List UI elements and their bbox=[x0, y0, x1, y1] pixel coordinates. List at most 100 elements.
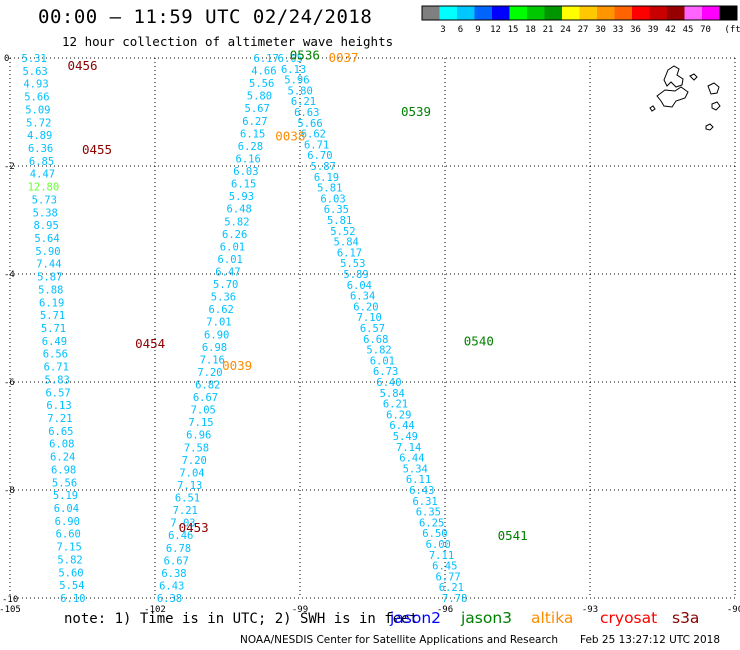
swh-value-label: 12.80 bbox=[28, 182, 60, 194]
swh-value-label: 6.98 bbox=[202, 342, 227, 354]
swh-value-label: 5.82 bbox=[366, 345, 391, 357]
swh-value-label: 6.44 bbox=[389, 420, 414, 432]
swh-value-label: 6.24 bbox=[50, 452, 75, 464]
swh-value-label: 7.20 bbox=[182, 455, 207, 467]
x-tick-label: -105 bbox=[0, 605, 21, 615]
x-tick-label: -90 bbox=[727, 605, 740, 615]
swh-value-label: 6.20 bbox=[353, 301, 378, 313]
swh-value-label: 6.45 bbox=[432, 561, 457, 573]
swh-value-label: 6.13 bbox=[46, 400, 71, 412]
swh-value-label: 6.27 bbox=[242, 116, 267, 128]
swh-value-label: 7.20 bbox=[197, 367, 222, 379]
colorbar-swatch bbox=[509, 6, 527, 20]
swh-value-label: 6.90 bbox=[204, 329, 229, 341]
swh-value-label: 6.40 bbox=[376, 377, 401, 389]
colorbar-tick-label: 21 bbox=[543, 25, 554, 35]
swh-value-label: 6.85 bbox=[29, 156, 54, 168]
legend-jason2: jason2 bbox=[390, 609, 442, 627]
colorbar-tick-label: 18 bbox=[525, 25, 536, 35]
swh-value-label: 5.72 bbox=[26, 117, 51, 129]
swh-value-label: 5.49 bbox=[393, 431, 418, 443]
swh-value-label: 7.16 bbox=[200, 354, 225, 366]
swh-value-label: 6.57 bbox=[360, 323, 385, 335]
swh-value-label: 4.89 bbox=[27, 130, 52, 142]
swh-value-label: 6.77 bbox=[435, 571, 460, 583]
colorbar-tick-label: 30 bbox=[595, 25, 606, 35]
colorbar-tick-label: 42 bbox=[665, 25, 676, 35]
colorbar-tick-label: 15 bbox=[508, 25, 519, 35]
swh-value-label: 5.81 bbox=[327, 215, 352, 227]
swh-value-label: 6.96 bbox=[186, 430, 211, 442]
swh-value-label: 6.28 bbox=[238, 141, 263, 153]
colorbar-swatch bbox=[597, 6, 615, 20]
swh-value-label: 5.66 bbox=[24, 92, 49, 104]
swh-value-label: 6.43 bbox=[409, 485, 434, 497]
colorbar-tick-label: 45 bbox=[683, 25, 694, 35]
swh-value-label: 5.96 bbox=[284, 75, 309, 87]
swh-value-label: 6.04 bbox=[54, 503, 79, 515]
swh-value-label: 5.31 bbox=[22, 53, 47, 65]
swh-value-label: 6.08 bbox=[49, 439, 74, 451]
swh-value-label: 6.73 bbox=[373, 366, 398, 378]
swh-value-label: 7.21 bbox=[47, 413, 72, 425]
swh-value-label: 5.82 bbox=[57, 554, 82, 566]
swh-value-label: 5.36 bbox=[211, 292, 236, 304]
swh-value-label: 6.35 bbox=[324, 204, 349, 216]
swh-value-label: 6.90 bbox=[55, 516, 80, 528]
swh-value-label: 5.80 bbox=[247, 91, 272, 103]
swh-value-label: 5.60 bbox=[58, 567, 83, 579]
swh-value-label: 7.14 bbox=[396, 442, 421, 454]
swh-value-label: 7.10 bbox=[357, 312, 382, 324]
swh-value-label: 5.52 bbox=[330, 226, 355, 238]
swh-value-label: 6.82 bbox=[195, 380, 220, 392]
time-label: 0455 bbox=[82, 142, 112, 157]
swh-value-label: 6.49 bbox=[42, 336, 67, 348]
x-tick-label: -102 bbox=[144, 605, 166, 615]
swh-value-label: 7.03 bbox=[170, 518, 195, 530]
swh-value-label: 5.87 bbox=[311, 161, 336, 173]
swh-value-label: 5.63 bbox=[22, 66, 47, 78]
colorbar-swatch bbox=[439, 6, 457, 20]
swh-value-label: 6.00 bbox=[426, 539, 451, 551]
time-label: 0454 bbox=[135, 336, 165, 351]
time-label: 0539 bbox=[401, 104, 431, 119]
swh-value-label: 5.83 bbox=[45, 374, 70, 386]
swh-value-label: 6.60 bbox=[56, 529, 81, 541]
swh-value-label: 5.84 bbox=[380, 388, 405, 400]
swh-value-label: 6.03 bbox=[320, 193, 345, 205]
colorbar-swatch bbox=[544, 6, 562, 20]
colorbar-swatch bbox=[422, 6, 440, 20]
generated-timestamp: Feb 25 13:27:12 UTC 2018 bbox=[580, 634, 720, 646]
colorbar-tick-label: 24 bbox=[560, 25, 571, 35]
swh-value-label: 6.44 bbox=[399, 453, 424, 465]
time-label: 0037 bbox=[328, 50, 358, 65]
swh-value-label: 6.71 bbox=[304, 139, 329, 151]
swh-value-label: 5.73 bbox=[32, 194, 57, 206]
y-tick-label: -10 bbox=[2, 595, 18, 605]
galapagos-coastline bbox=[649, 65, 721, 131]
swh-value-label: 4.66 bbox=[251, 66, 276, 78]
y-tick-label: 0 bbox=[4, 54, 9, 64]
swh-value-label: 6.01 bbox=[218, 254, 243, 266]
swh-value-label: 6.01 bbox=[370, 355, 395, 367]
colorbar-swatch bbox=[632, 6, 650, 20]
swh-value-label: 6.63 bbox=[294, 107, 319, 119]
swh-value-label: 6.21 bbox=[291, 96, 316, 108]
swh-value-label: 6.62 bbox=[301, 129, 326, 141]
swh-value-label: 5.56 bbox=[52, 477, 77, 489]
swh-value-label: 6.62 bbox=[209, 304, 234, 316]
footer-note: note: 1) Time is in UTC; 2) SWH is in fe… bbox=[64, 611, 419, 627]
swh-value-label: 7.04 bbox=[179, 467, 204, 479]
page-subtitle: 12 hour collection of altimeter wave hei… bbox=[62, 34, 394, 49]
swh-value-label: 6.03 bbox=[233, 166, 258, 178]
swh-value-label: 7.05 bbox=[191, 405, 216, 417]
swh-value-label: 5.54 bbox=[59, 580, 84, 592]
swh-value-label: 6.17 bbox=[254, 53, 279, 65]
swh-value-label: 4.47 bbox=[30, 169, 55, 181]
colorbar-tick-label: 70 bbox=[700, 25, 711, 35]
swh-value-label: 6.34 bbox=[350, 291, 375, 303]
colorbar-swatch bbox=[457, 6, 475, 20]
swh-value-label: 6.04 bbox=[347, 280, 372, 292]
colorbar-tick-label: 36 bbox=[630, 25, 641, 35]
